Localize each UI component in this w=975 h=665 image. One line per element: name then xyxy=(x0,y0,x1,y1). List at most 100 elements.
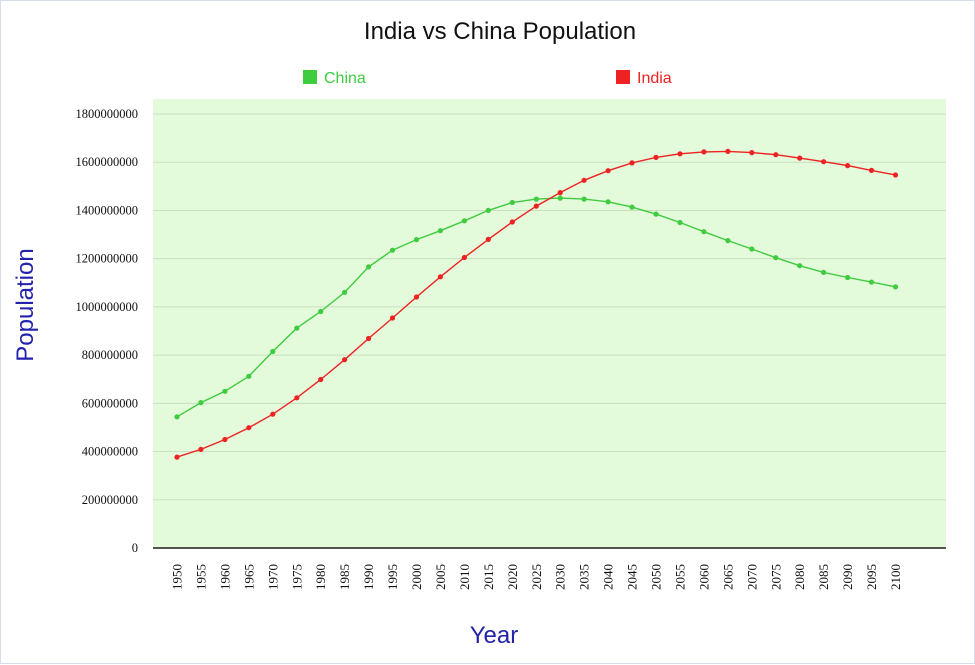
data-point-india[interactable] xyxy=(533,203,539,209)
data-point-india[interactable] xyxy=(773,152,779,158)
data-point-china[interactable] xyxy=(749,246,755,252)
y-tick-label: 1800000000 xyxy=(76,107,139,121)
data-point-china[interactable] xyxy=(366,264,372,270)
y-tick-label: 1400000000 xyxy=(76,203,139,217)
data-point-india[interactable] xyxy=(413,294,420,300)
data-point-india[interactable] xyxy=(270,411,276,417)
data-point-china[interactable] xyxy=(413,237,420,243)
x-tick-label: 2010 xyxy=(457,564,472,590)
x-tick-label: 2025 xyxy=(529,564,544,590)
data-point-india[interactable] xyxy=(246,425,252,431)
data-point-china[interactable] xyxy=(725,238,731,244)
series-layer xyxy=(174,148,899,460)
data-point-china[interactable] xyxy=(797,263,803,269)
x-tick-label: 2100 xyxy=(888,564,903,590)
data-point-india[interactable] xyxy=(485,236,491,242)
series-china xyxy=(174,195,899,420)
data-point-india[interactable] xyxy=(749,150,755,156)
data-point-india[interactable] xyxy=(318,376,324,383)
data-point-china[interactable] xyxy=(868,279,875,285)
data-point-india[interactable] xyxy=(725,148,731,154)
y-axis-ticks: 0 200000000 400000000 600000000 800000000 100… xyxy=(76,107,139,555)
data-point-china[interactable] xyxy=(485,207,491,213)
y-tick-label: 1600000000 xyxy=(76,155,139,169)
data-point-india[interactable] xyxy=(892,172,899,178)
data-point-india[interactable] xyxy=(437,274,443,280)
data-point-india[interactable] xyxy=(222,436,228,443)
x-tick-label: 2050 xyxy=(649,564,664,590)
data-point-china[interactable] xyxy=(677,219,683,226)
data-point-china[interactable] xyxy=(629,204,635,210)
data-point-india[interactable] xyxy=(198,446,204,452)
x-tick-label: 2030 xyxy=(553,564,568,590)
data-point-china[interactable] xyxy=(701,229,707,235)
y-axis-title: Population xyxy=(12,248,39,361)
x-tick-label: 1970 xyxy=(265,564,280,590)
x-tick-label: 2075 xyxy=(768,564,783,590)
data-point-india[interactable] xyxy=(581,177,587,183)
data-point-india[interactable] xyxy=(653,154,659,160)
x-tick-label: 2060 xyxy=(696,564,711,590)
data-point-china[interactable] xyxy=(437,228,443,234)
data-point-india[interactable] xyxy=(821,159,827,165)
x-tick-label: 2035 xyxy=(577,564,592,590)
x-tick-label: 1960 xyxy=(217,564,232,590)
data-point-india[interactable] xyxy=(366,335,372,342)
data-point-china[interactable] xyxy=(174,414,180,420)
data-point-china[interactable] xyxy=(461,218,467,224)
x-tick-label: 1955 xyxy=(193,564,208,590)
data-point-india[interactable] xyxy=(294,395,300,401)
x-axis-ticks: 1950 1955 1960 1965 1970 1975 1980 1985 1990 1995… xyxy=(170,564,904,590)
data-point-china[interactable] xyxy=(270,348,276,355)
x-tick-label: 2045 xyxy=(625,564,640,590)
data-point-india[interactable] xyxy=(629,160,635,166)
data-point-china[interactable] xyxy=(246,373,252,379)
x-tick-label: 2020 xyxy=(505,564,520,590)
data-point-china[interactable] xyxy=(581,196,587,202)
data-point-india[interactable] xyxy=(677,151,683,157)
data-point-india[interactable] xyxy=(461,254,467,261)
data-point-china[interactable] xyxy=(318,308,324,315)
y-tick-label: 800000000 xyxy=(82,348,138,362)
data-point-china[interactable] xyxy=(605,199,611,205)
x-tick-label: 1975 xyxy=(289,564,304,590)
data-point-india[interactable] xyxy=(557,190,563,196)
y-tick-label: 400000000 xyxy=(82,445,138,459)
data-point-china[interactable] xyxy=(222,388,228,394)
x-tick-label: 2005 xyxy=(433,564,448,590)
data-point-china[interactable] xyxy=(821,269,827,275)
data-point-china[interactable] xyxy=(892,284,899,290)
data-point-china[interactable] xyxy=(509,199,515,206)
data-point-china[interactable] xyxy=(845,274,851,281)
data-point-india[interactable] xyxy=(797,155,803,161)
x-tick-label: 2015 xyxy=(481,564,496,590)
data-point-india[interactable] xyxy=(174,454,180,460)
y-tick-label: 200000000 xyxy=(82,493,138,507)
data-point-india[interactable] xyxy=(389,315,396,321)
data-point-china[interactable] xyxy=(294,325,300,331)
legend-swatch-china xyxy=(303,70,317,84)
data-point-china[interactable] xyxy=(557,195,563,201)
x-tick-label: 2080 xyxy=(792,564,807,590)
data-point-china[interactable] xyxy=(198,400,204,406)
data-point-india[interactable] xyxy=(868,167,875,173)
data-point-india[interactable] xyxy=(845,163,851,169)
x-tick-label: 1950 xyxy=(170,564,185,590)
data-point-china[interactable] xyxy=(533,196,539,202)
x-tick-label: 1995 xyxy=(385,564,400,590)
data-point-india[interactable] xyxy=(701,149,707,155)
x-tick-label: 2040 xyxy=(601,564,616,590)
x-tick-label: 2090 xyxy=(840,564,855,590)
x-tick-label: 2095 xyxy=(864,564,879,590)
data-point-india[interactable] xyxy=(605,168,611,174)
data-point-china[interactable] xyxy=(653,211,659,217)
x-tick-label: 2000 xyxy=(409,564,424,590)
data-point-india[interactable] xyxy=(509,219,515,225)
data-point-china[interactable] xyxy=(389,247,396,253)
chart-title: India vs China Population xyxy=(364,18,636,45)
x-tick-label: 1990 xyxy=(361,564,376,590)
data-point-china[interactable] xyxy=(342,289,348,295)
data-point-china[interactable] xyxy=(773,255,779,261)
data-point-india[interactable] xyxy=(342,357,348,363)
